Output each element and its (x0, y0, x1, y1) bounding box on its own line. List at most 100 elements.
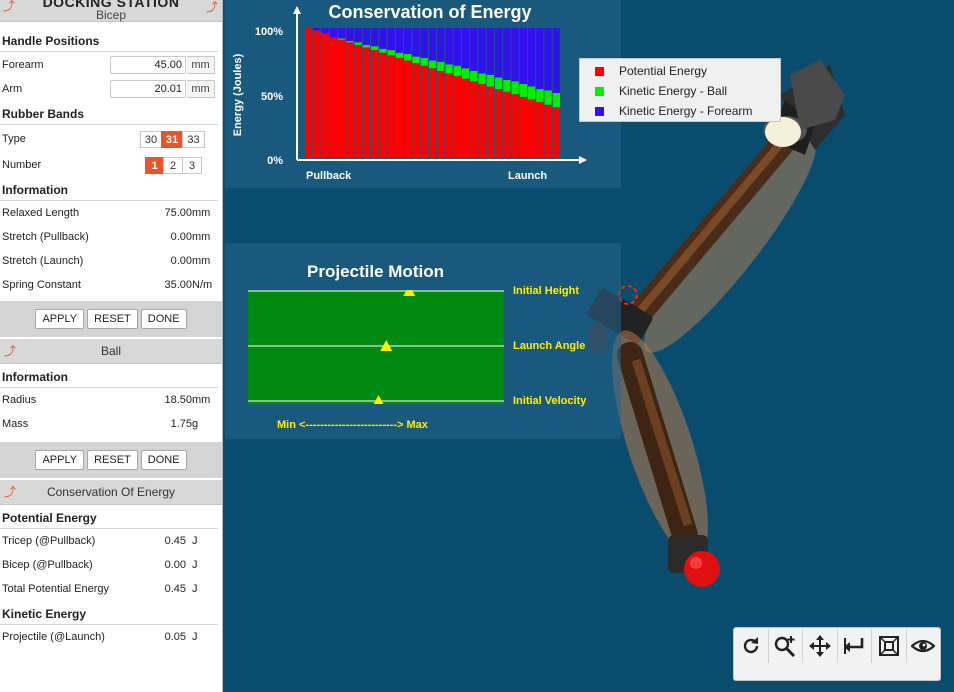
bar-segment-2-21 (478, 28, 486, 74)
energy-unit: J (192, 535, 198, 547)
bar-segment-2-7 (362, 28, 371, 45)
y-tick-0: 0% (267, 155, 283, 167)
energy-value: 0.45 (164, 535, 186, 547)
ball-header-label: Ball (100, 344, 121, 358)
legend-item: Kinetic Energy - Ball (580, 81, 780, 101)
ball-section-header[interactable]: ⤴ Ball (0, 339, 222, 364)
legend-item: Potential Energy (580, 61, 780, 81)
reset-button[interactable]: RESET (87, 309, 138, 329)
number-option-2[interactable]: 2 (163, 156, 183, 174)
bar-segment-2-10 (387, 28, 395, 51)
handle (763, 60, 845, 155)
visibility-button[interactable] (907, 629, 941, 663)
energy-label: Tricep (@Pullback) (2, 535, 96, 547)
bar-segment-1-18 (453, 65, 461, 77)
bar-segment-0-10 (387, 55, 395, 158)
handle-positions-heading: Handle Positions (0, 30, 218, 52)
info-row: Relaxed Length 75.00 mm (0, 201, 222, 225)
bar-segment-1-28 (536, 89, 544, 103)
docking-station-sidebar: ⤴ DOCKING STATION ⤴ Bicep Handle Positio… (0, 0, 223, 692)
legend-label: Potential Energy (619, 64, 708, 78)
arm-3d-model[interactable] (560, 55, 860, 595)
info-row: Spring Constant 35.00 N/m (0, 273, 222, 297)
initial-height-marker[interactable] (403, 290, 416, 296)
fit-view-button[interactable] (872, 629, 907, 663)
reset-view-button[interactable] (838, 629, 872, 663)
bar-segment-0-7 (362, 47, 371, 158)
bar-segment-0-13 (412, 63, 420, 158)
ball-info-label: Radius (2, 394, 37, 406)
bar-segment-0-22 (486, 86, 494, 158)
bar-segment-2-25 (511, 28, 519, 82)
zoom-in-button[interactable] (769, 629, 803, 663)
ball-info-row: Radius 18.50 mm (0, 388, 222, 412)
energy-unit: J (192, 559, 198, 571)
reset-button[interactable]: RESET (87, 450, 138, 470)
done-button[interactable]: DONE (140, 450, 187, 470)
number-option-1[interactable]: 1 (145, 156, 164, 174)
arm-label: Arm (2, 83, 23, 95)
energy-chart-panel: Conservation of Energy Energy (Joules) 1… (225, 0, 621, 188)
pan-icon (808, 635, 831, 657)
info-unit: mm (192, 207, 211, 219)
number-option-3[interactable]: 3 (182, 156, 202, 174)
bar-segment-0-6 (354, 44, 362, 158)
apply-button[interactable]: APPLY (35, 309, 85, 329)
rotate-button[interactable] (734, 629, 769, 663)
forearm-input[interactable]: 45.00 (110, 56, 186, 74)
energy-section-header[interactable]: ⤴ Conservation Of Energy (0, 480, 222, 505)
bar-segment-1-22 (486, 74, 494, 87)
view-toolbar (733, 627, 941, 681)
bar-segment-0-19 (461, 78, 470, 158)
bar-segment-1-6 (354, 42, 362, 45)
zoom-in-icon (775, 636, 796, 658)
launch-angle-marker[interactable] (380, 340, 393, 351)
bar-segment-1-5 (346, 41, 354, 43)
type-label: Type (2, 133, 26, 145)
arm-row: Arm 20.01 mm (0, 77, 222, 101)
y-axis-arrow (293, 6, 301, 14)
apply-button[interactable]: APPLY (35, 450, 85, 470)
type-option-30[interactable]: 30 (140, 130, 162, 148)
bicep-section-header[interactable]: ⤴ DOCKING STATION ⤴ Bicep (0, 0, 222, 22)
initial-velocity-marker[interactable] (373, 395, 385, 404)
bar-segment-1-19 (461, 68, 470, 79)
bar-segment-2-6 (354, 28, 362, 43)
bar-segment-0-27 (527, 99, 536, 158)
bar-segment-0-20 (470, 81, 478, 158)
wrench-icon: ⤴ (3, 0, 16, 13)
done-button[interactable]: DONE (140, 309, 187, 329)
bar-segment-0-25 (511, 94, 519, 158)
bar-segment-2-14 (420, 28, 428, 58)
bar-segment-2-13 (412, 28, 420, 57)
projectile-title: Projectile Motion (307, 262, 444, 281)
bar-segment-1-14 (420, 57, 428, 66)
bar-segment-2-27 (527, 28, 536, 87)
type-option-33[interactable]: 33 (182, 130, 205, 148)
bar-segment-0-1 (313, 30, 321, 159)
bar-segment-2-22 (486, 28, 494, 75)
projectile-motion-panel: Projectile Motion Initial Height Launch … (225, 243, 621, 439)
bar-segment-1-8 (371, 46, 379, 51)
launch-angle-label: Launch Angle (513, 340, 586, 352)
energy-unit: J (192, 631, 198, 643)
info-value: 0.00 (170, 231, 192, 243)
bar-segment-0-18 (453, 76, 461, 158)
bar-segment-1-27 (527, 86, 536, 100)
chart-legend: Potential Energy Kinetic Energy - Ball K… (579, 58, 781, 122)
bicep-header-label: Bicep (95, 7, 127, 22)
forearm (612, 330, 708, 560)
type-option-31[interactable]: 31 (161, 130, 183, 148)
bar-segment-0-24 (503, 91, 511, 158)
forearm-row: Forearm 45.00 mm (0, 53, 222, 77)
arm-input[interactable]: 20.01 (110, 80, 186, 98)
energy-unit: J (192, 583, 198, 595)
ball (668, 535, 720, 587)
bar-segment-0-14 (420, 65, 428, 158)
bar-segment-0-2 (321, 33, 329, 159)
bar-segment-0-21 (478, 83, 486, 158)
type-row: Type 30 31 33 (0, 127, 222, 151)
reset-view-icon (844, 638, 864, 654)
type-selector: 30 31 33 (140, 130, 205, 148)
pan-button[interactable] (803, 629, 838, 663)
